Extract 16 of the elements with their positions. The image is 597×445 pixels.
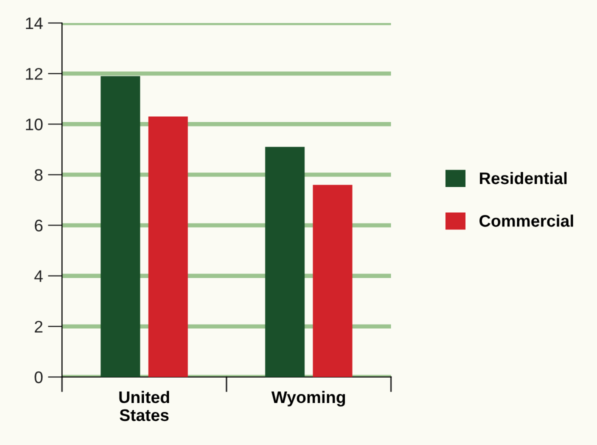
y-tick-label: 4: [34, 270, 43, 282]
legend-label: Residential: [480, 172, 567, 184]
bar: [100, 76, 140, 377]
y-tick-label: 14: [26, 18, 43, 30]
y-tick-label: 6: [34, 220, 43, 232]
legend-label: Commercial: [480, 214, 574, 227]
x-tick-label: Wyoming: [271, 390, 345, 406]
y-tick-label: 0: [34, 371, 43, 384]
bar: [312, 184, 352, 377]
bar: [148, 116, 188, 377]
x-tick-label: United States: [119, 390, 170, 422]
y-tick-label: 10: [26, 118, 43, 130]
bar: [265, 146, 305, 377]
y-tick-label: 2: [34, 320, 42, 332]
y-tick-label: 12: [26, 68, 42, 80]
y-tick-label: 8: [34, 169, 43, 181]
